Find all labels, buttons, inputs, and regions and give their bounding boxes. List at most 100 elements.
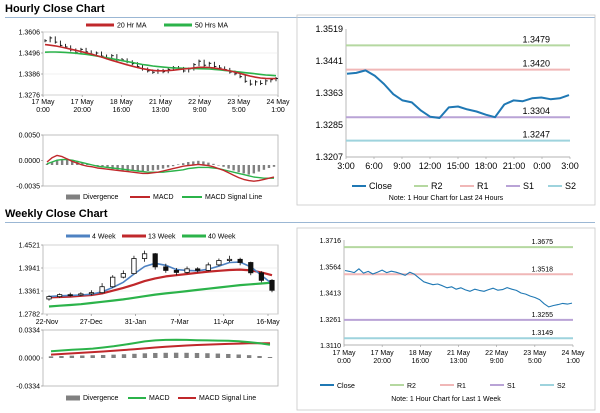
weekly-candle-body <box>120 273 126 278</box>
hourly-close-legend-r1-label: R1 <box>477 181 489 191</box>
hourly-divergence-bar <box>272 165 276 167</box>
hourly-divergence-bar <box>141 165 145 172</box>
hourly-ma-xtick-label: 16:00 <box>113 107 131 114</box>
hourly-close-panel-border <box>296 14 596 206</box>
hourly-divergence-bar <box>116 165 119 170</box>
hourly-divergence-bar <box>65 158 69 165</box>
weekly-ma-xtick-label: 7-Mar <box>170 319 189 326</box>
hourly-close-xtick-label: 21:00 <box>503 161 526 171</box>
hourly-ma-xtick-label: 22 May <box>188 99 211 106</box>
hourly-close-legend-s1-label: S1 <box>523 181 534 191</box>
hourly-divergence-bar <box>247 165 250 175</box>
weekly-close-ytick-label: 1.3261 <box>320 317 342 324</box>
legend-50hr-ma-label: 50 Hrs MA <box>195 23 228 30</box>
legend-weekly-divergence-swatch <box>66 395 80 401</box>
hourly-close-level-s2-label: 1.3247 <box>522 130 550 140</box>
weekly-close-xtick-label: 0:00 <box>337 358 351 365</box>
hourly-divergence-bar <box>81 162 84 165</box>
hourly-ma-xtick-label: 13:00 <box>152 107 170 114</box>
hourly-20hr-ma-line <box>44 43 276 80</box>
hourly-divergence-bar <box>232 165 235 171</box>
hourly-close-xtick-label: 0:00 <box>533 161 551 171</box>
hourly-divergence-bar <box>50 162 54 165</box>
weekly-close-level-r2-label: 1.3675 <box>532 239 554 246</box>
weekly-divergence-bar <box>153 352 158 358</box>
weekly-candle-body <box>173 270 180 273</box>
weekly-divergence-bar <box>226 353 231 358</box>
hourly-50hr-ma-line <box>44 51 277 77</box>
hourly-divergence-bar <box>60 159 64 165</box>
weekly-divergence-bar <box>132 353 137 358</box>
hourly-divergence-bar <box>187 162 190 165</box>
weekly-close-legend-s2-label: S2 <box>557 383 566 390</box>
hourly-divergence-bar <box>227 165 230 169</box>
hourly-close-legend-s2-label: S2 <box>565 181 576 191</box>
hourly-ma-frame <box>42 31 279 96</box>
weekly-close-legend-r2-label: R2 <box>407 383 416 390</box>
hourly-close-note: Note: 1 Hour Chart for Last 24 Hours <box>389 195 504 202</box>
hourly-divergence-bar <box>171 165 175 167</box>
weekly-close-xtick-label: 24 May <box>562 350 585 357</box>
weekly-section-divider <box>5 222 595 223</box>
hourly-macd-signal-line <box>46 158 274 179</box>
hourly-ma-ytick-label: 1.3276 <box>19 93 41 100</box>
hourly-close-level-r2-label: 1.3479 <box>522 34 550 44</box>
weekly-macd-ytick-label: 0.0334 <box>19 328 41 335</box>
hourly-divergence-bar <box>207 162 210 165</box>
weekly-candle-body <box>46 296 52 300</box>
hourly-divergence-bar <box>192 161 195 165</box>
weekly-close-ytick-label: 1.3716 <box>320 238 342 245</box>
weekly-close-legend-r1-label: R1 <box>457 383 466 390</box>
weekly-close-xtick-label: 13:00 <box>450 358 468 365</box>
weekly-close-xtick-label: 18 May <box>409 350 432 357</box>
hourly-close-legend-r2-label: R2 <box>431 181 443 191</box>
weekly-close-xtick-label: 23 May <box>523 350 546 357</box>
weekly-ma-xtick-label: 16-May <box>256 319 280 326</box>
hourly-divergence-bar <box>146 165 150 171</box>
weekly-close-panel-border <box>296 227 596 411</box>
hourly-divergence-bar <box>212 163 215 165</box>
hourly-divergence-bar <box>202 161 205 165</box>
weekly-close-note: Note: 1 Hour Chart for Last 1 Week <box>391 396 501 403</box>
weekly-divergence-bar <box>90 355 95 358</box>
hourly-close-xtick-label: 9:00 <box>393 161 411 171</box>
hourly-divergence-bar <box>55 160 59 165</box>
weekly-candle-body <box>99 286 105 294</box>
weekly-divergence-bar <box>215 353 221 358</box>
hourly-ma-xtick-label: 0:00 <box>36 107 50 114</box>
weekly-close-xtick-label: 20:00 <box>373 358 391 365</box>
weekly-divergence-bar <box>100 354 106 358</box>
weekly-candle-body <box>195 268 201 271</box>
hourly-ma-ytick-label: 1.3496 <box>19 51 41 58</box>
hourly-divergence-bar <box>136 165 139 172</box>
hourly-divergence-bar <box>176 164 180 165</box>
weekly-ma-xtick-label: 11-Apr <box>214 319 235 326</box>
hourly-divergence-bar <box>257 165 261 172</box>
weekly-candle-body <box>163 266 169 271</box>
hourly-divergence-bar <box>182 163 185 165</box>
legend-4wk-label: 4 Week <box>92 234 116 241</box>
hourly-divergence-bar <box>242 165 245 174</box>
hourly-macd-ytick-label: 0.0000 <box>19 158 41 165</box>
weekly-close-ytick-label: 1.3110 <box>320 343 341 350</box>
hourly-divergence-bar <box>217 165 220 166</box>
weekly-close-xtick-label: 1:00 <box>566 358 580 365</box>
hourly-ma-xtick-label: 9:00 <box>193 107 207 114</box>
weekly-macd-ytick-label: -0.0334 <box>16 384 40 391</box>
weekly-divergence-bar <box>194 352 200 358</box>
weekly-candle-body <box>205 264 211 271</box>
weekly-divergence-bar <box>184 352 189 358</box>
weekly-candle-body <box>269 279 275 291</box>
hourly-divergence-bar <box>222 165 225 167</box>
hourly-close-xtick-label: 3:00 <box>337 161 355 171</box>
weekly-ma-ytick-label: 1.3361 <box>19 289 41 296</box>
weekly-candle-body <box>226 258 233 261</box>
weekly-candle-body <box>216 260 222 266</box>
hourly-divergence-bar <box>237 165 240 173</box>
weekly-ma-xtick-label: 31-Jan <box>125 319 147 326</box>
legend-hourly-divergence-label: Divergence <box>83 194 119 201</box>
legend-hourly-divergence-swatch <box>66 194 80 200</box>
weekly-candle-body <box>131 258 137 275</box>
weekly-close-level-s2-label: 1.3149 <box>532 330 554 337</box>
